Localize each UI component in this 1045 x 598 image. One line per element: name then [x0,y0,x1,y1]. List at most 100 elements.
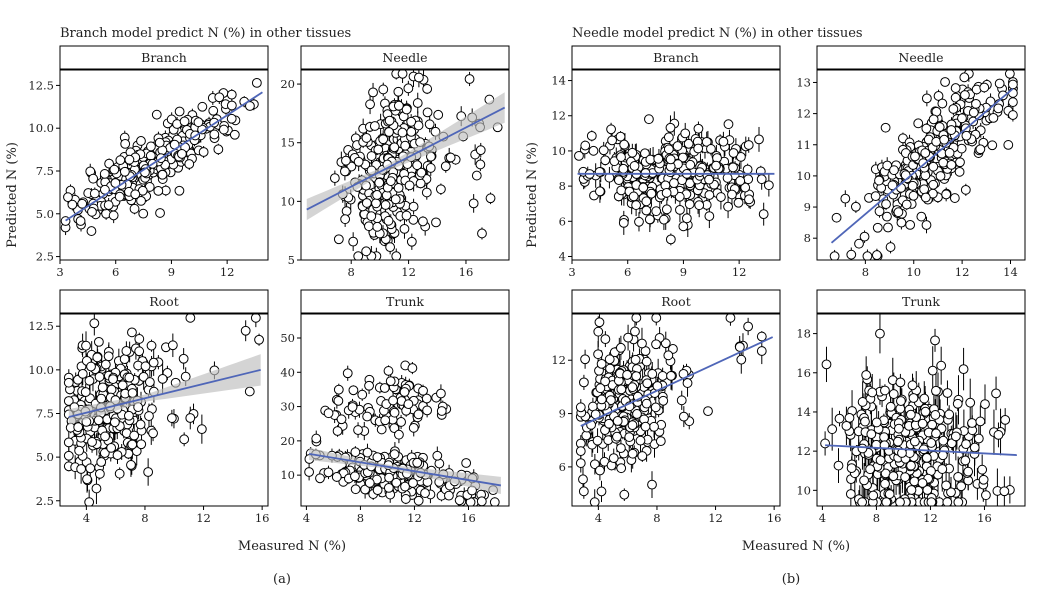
data-point [179,434,190,445]
data-point [63,437,74,448]
data-point [332,426,343,436]
plot-frame [59,69,269,261]
facet-strip [571,45,781,70]
data-point [397,127,408,138]
data-point [722,173,733,183]
data-point [580,354,591,365]
data-point [580,140,591,151]
data-point [665,154,676,165]
data-point [960,184,971,195]
facet-title: Trunk [386,294,424,309]
data-point [637,451,648,461]
data-point [91,483,102,494]
data-point [323,408,334,419]
facet-strip [300,289,510,314]
data-point [641,398,652,409]
data-point [874,206,885,217]
data-point [422,405,433,416]
data-point [1008,88,1018,98]
data-point [651,314,662,323]
data-point [934,122,945,132]
data-point [960,90,970,100]
data-point [615,131,626,142]
data-point [413,495,424,506]
data-point [928,161,939,172]
data-point [185,413,196,423]
data-point [743,174,754,185]
data-point [412,457,423,468]
data-point [663,144,674,155]
data-point [121,346,132,356]
data-point [106,442,117,453]
y-tick-label: 2.5 [36,250,54,264]
data-point [97,382,108,393]
data-point [372,452,383,463]
data-point [185,314,196,323]
data-point [353,425,363,435]
data-point [678,221,689,232]
data-point [606,124,616,135]
y-tick-label: 9 [804,200,811,214]
data-point [909,476,920,487]
data-point [651,339,661,350]
data-point [435,184,446,195]
facet-title: Branch [653,50,699,65]
data-point [421,393,432,404]
data-point [406,126,417,137]
x-tick-label: 9 [680,265,687,279]
data-point [921,220,932,230]
data-point [408,214,419,225]
data-point [622,370,633,380]
data-point [850,201,861,212]
data-point [627,382,638,393]
data-point [399,223,410,234]
data-point [350,447,361,458]
data-point [112,450,123,461]
data-point [1008,97,1018,108]
x-tick-label: 3 [56,265,63,279]
data-point [245,101,255,111]
data-point [226,89,237,100]
data-point [380,200,391,210]
data-point [454,495,465,506]
data-point [743,140,754,150]
data-point [389,142,400,153]
data-point [607,135,617,146]
plot-frame [300,313,510,507]
data-point [701,136,712,147]
data-point [596,394,607,405]
facet-a-trunk: Trunk 4 8 12 16 10 20 30 40 50 [280,289,510,525]
data-point [475,145,486,156]
y-tick-label: 14 [551,74,566,88]
data-point [209,129,220,140]
data-point [436,406,447,416]
data-point [595,383,606,394]
data-point [594,317,605,328]
data-point [632,409,642,419]
plot-frame [571,313,781,507]
data-point [631,314,642,323]
data-point [244,386,255,397]
data-point [588,145,599,156]
data-point [723,119,734,130]
data-point [174,185,185,196]
data-point [432,450,443,461]
data-point [341,155,351,166]
data-point [655,436,666,447]
data-point [184,159,195,169]
data-point [99,169,110,179]
y-tick-label: 7.5 [36,406,54,420]
data-point [418,216,428,227]
data-point [96,457,107,467]
data-point [378,134,389,145]
data-point [935,171,946,181]
data-point [143,467,154,477]
data-point [756,174,767,185]
data-point [376,424,387,435]
data-point [178,353,189,364]
data-point [408,478,418,488]
data-point [598,145,609,156]
data-point [362,447,373,458]
data-point [331,472,342,482]
